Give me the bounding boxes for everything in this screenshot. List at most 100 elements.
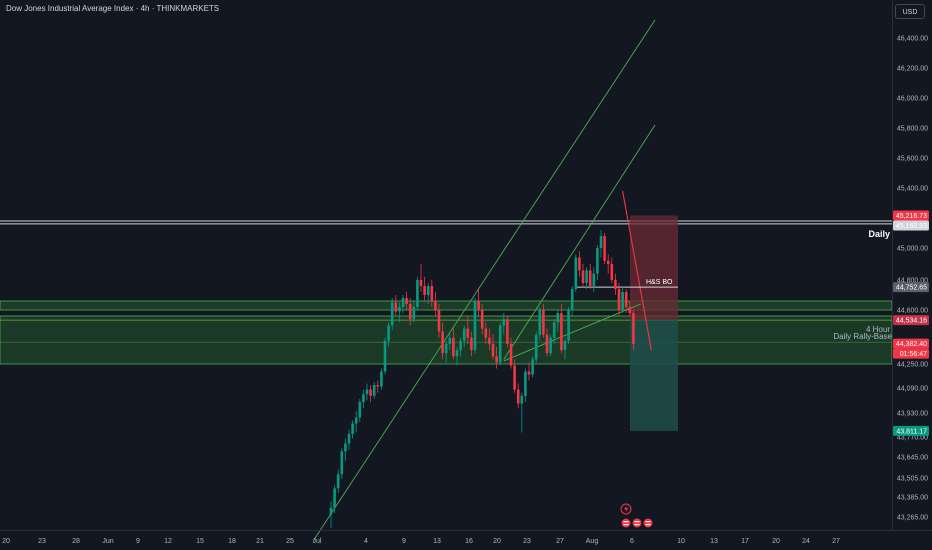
candle-body [581, 270, 585, 283]
time-tick-label: 20 [772, 538, 780, 545]
economic-event-icon[interactable] [631, 517, 643, 529]
time-tick-label: 20 [493, 538, 501, 545]
economic-event-icon[interactable] [642, 517, 654, 529]
price-tick-label: 43,770.00 [897, 435, 928, 442]
time-tick-label: 18 [228, 538, 236, 545]
time-tick-label: 23 [38, 538, 46, 545]
price-tick-label: 46,400.00 [897, 36, 928, 43]
event-icon-bar [645, 524, 651, 526]
candle-body [552, 322, 556, 338]
candle-body [567, 310, 570, 341]
candle-body [470, 337, 473, 351]
price-tick-label: 43,930.00 [897, 411, 928, 418]
candle-body [592, 273, 596, 286]
price-tag-label: 43,811.17 [896, 428, 927, 435]
price-tag [893, 315, 929, 326]
candle-body [606, 260, 610, 264]
time-tick-label: Jul [313, 538, 322, 545]
candle-body [430, 286, 434, 301]
time-tick-label: 9 [402, 538, 406, 545]
candle-body [524, 371, 527, 396]
price-tag-label: 44,382.40 [896, 341, 927, 348]
time-tick-label: Jun [102, 538, 113, 545]
candle-body [394, 302, 398, 312]
hs-bo-label: H&S BO [646, 279, 673, 286]
candle-body [380, 371, 383, 387]
candle-body [398, 307, 401, 312]
candle-body [545, 334, 549, 354]
candle-body [354, 417, 358, 424]
currency-button[interactable]: USD [895, 4, 925, 19]
candle-body [340, 451, 344, 475]
stop-loss-zone [630, 215, 678, 321]
price-tag [893, 425, 929, 436]
time-tick-label: 21 [256, 538, 264, 545]
candle-body [466, 328, 470, 338]
upper-zone [0, 300, 893, 311]
candle-body [376, 385, 380, 387]
price-tick-label: 43,645.00 [897, 455, 928, 462]
candle-body [444, 343, 448, 354]
event-icon-bar [623, 524, 629, 526]
candle-body [405, 298, 408, 304]
lightning-icon-glyph [624, 505, 629, 513]
candle-body [506, 319, 509, 344]
event-icon-bar [645, 521, 651, 523]
price-tick-label: 44,600.00 [897, 308, 928, 315]
candle-body [369, 389, 372, 396]
time-tick-label: 9 [136, 538, 140, 545]
time-tick-label: 10 [677, 538, 685, 545]
daily-rally-base-label: Daily Rally-Base [833, 332, 892, 341]
price-tag [893, 282, 929, 293]
candle-body [588, 270, 592, 286]
price-tick-label: 44,800.00 [897, 278, 928, 285]
candle-body [599, 236, 603, 248]
price-tick-label: 43,265.00 [897, 515, 928, 522]
candle-body [614, 280, 617, 289]
candle-body [538, 310, 542, 335]
time-tick-label: 15 [196, 538, 204, 545]
candle-body [484, 328, 488, 338]
candle-body [437, 310, 441, 332]
candle-body [480, 310, 484, 329]
candle-body [488, 337, 491, 344]
event-icon-bar [634, 524, 640, 526]
price-tag [893, 338, 929, 349]
candle-body [513, 365, 516, 390]
candle-body [610, 264, 614, 280]
time-tick-label: 28 [72, 538, 80, 545]
candle-body [574, 257, 578, 289]
time-tick-label: 20 [2, 538, 10, 545]
time-tick-label: 25 [286, 538, 294, 545]
candle-body [477, 301, 480, 310]
candle-body [329, 507, 333, 515]
candle-body [527, 371, 531, 375]
candle-body [344, 443, 347, 452]
candle-body [412, 307, 416, 320]
time-tick-label: 4 [364, 538, 368, 545]
secondary-trendline [503, 124, 656, 360]
event-icon-bar [634, 521, 640, 523]
candle-body [448, 337, 452, 344]
time-tick-label: 24 [802, 538, 810, 545]
time-tick-label: 12 [164, 538, 172, 545]
candle-body [459, 340, 462, 351]
candle-body [336, 474, 340, 489]
candle-body [416, 280, 419, 307]
daily-label: Daily [868, 229, 890, 239]
candle-body [452, 337, 455, 357]
time-tick-label: 23 [523, 538, 531, 545]
lightning-icon[interactable] [620, 503, 632, 515]
time-tick-label: 13 [710, 538, 718, 545]
candle-body [531, 359, 534, 375]
price-tag-label: 45,216.73 [896, 213, 927, 220]
candle-body [387, 325, 390, 341]
candle-body [365, 389, 369, 395]
candle-body [383, 340, 387, 372]
candle-body [585, 270, 588, 283]
candle-body [426, 286, 430, 295]
candle-body [495, 356, 498, 363]
economic-event-icon[interactable] [620, 517, 632, 529]
candle-body [502, 319, 506, 326]
